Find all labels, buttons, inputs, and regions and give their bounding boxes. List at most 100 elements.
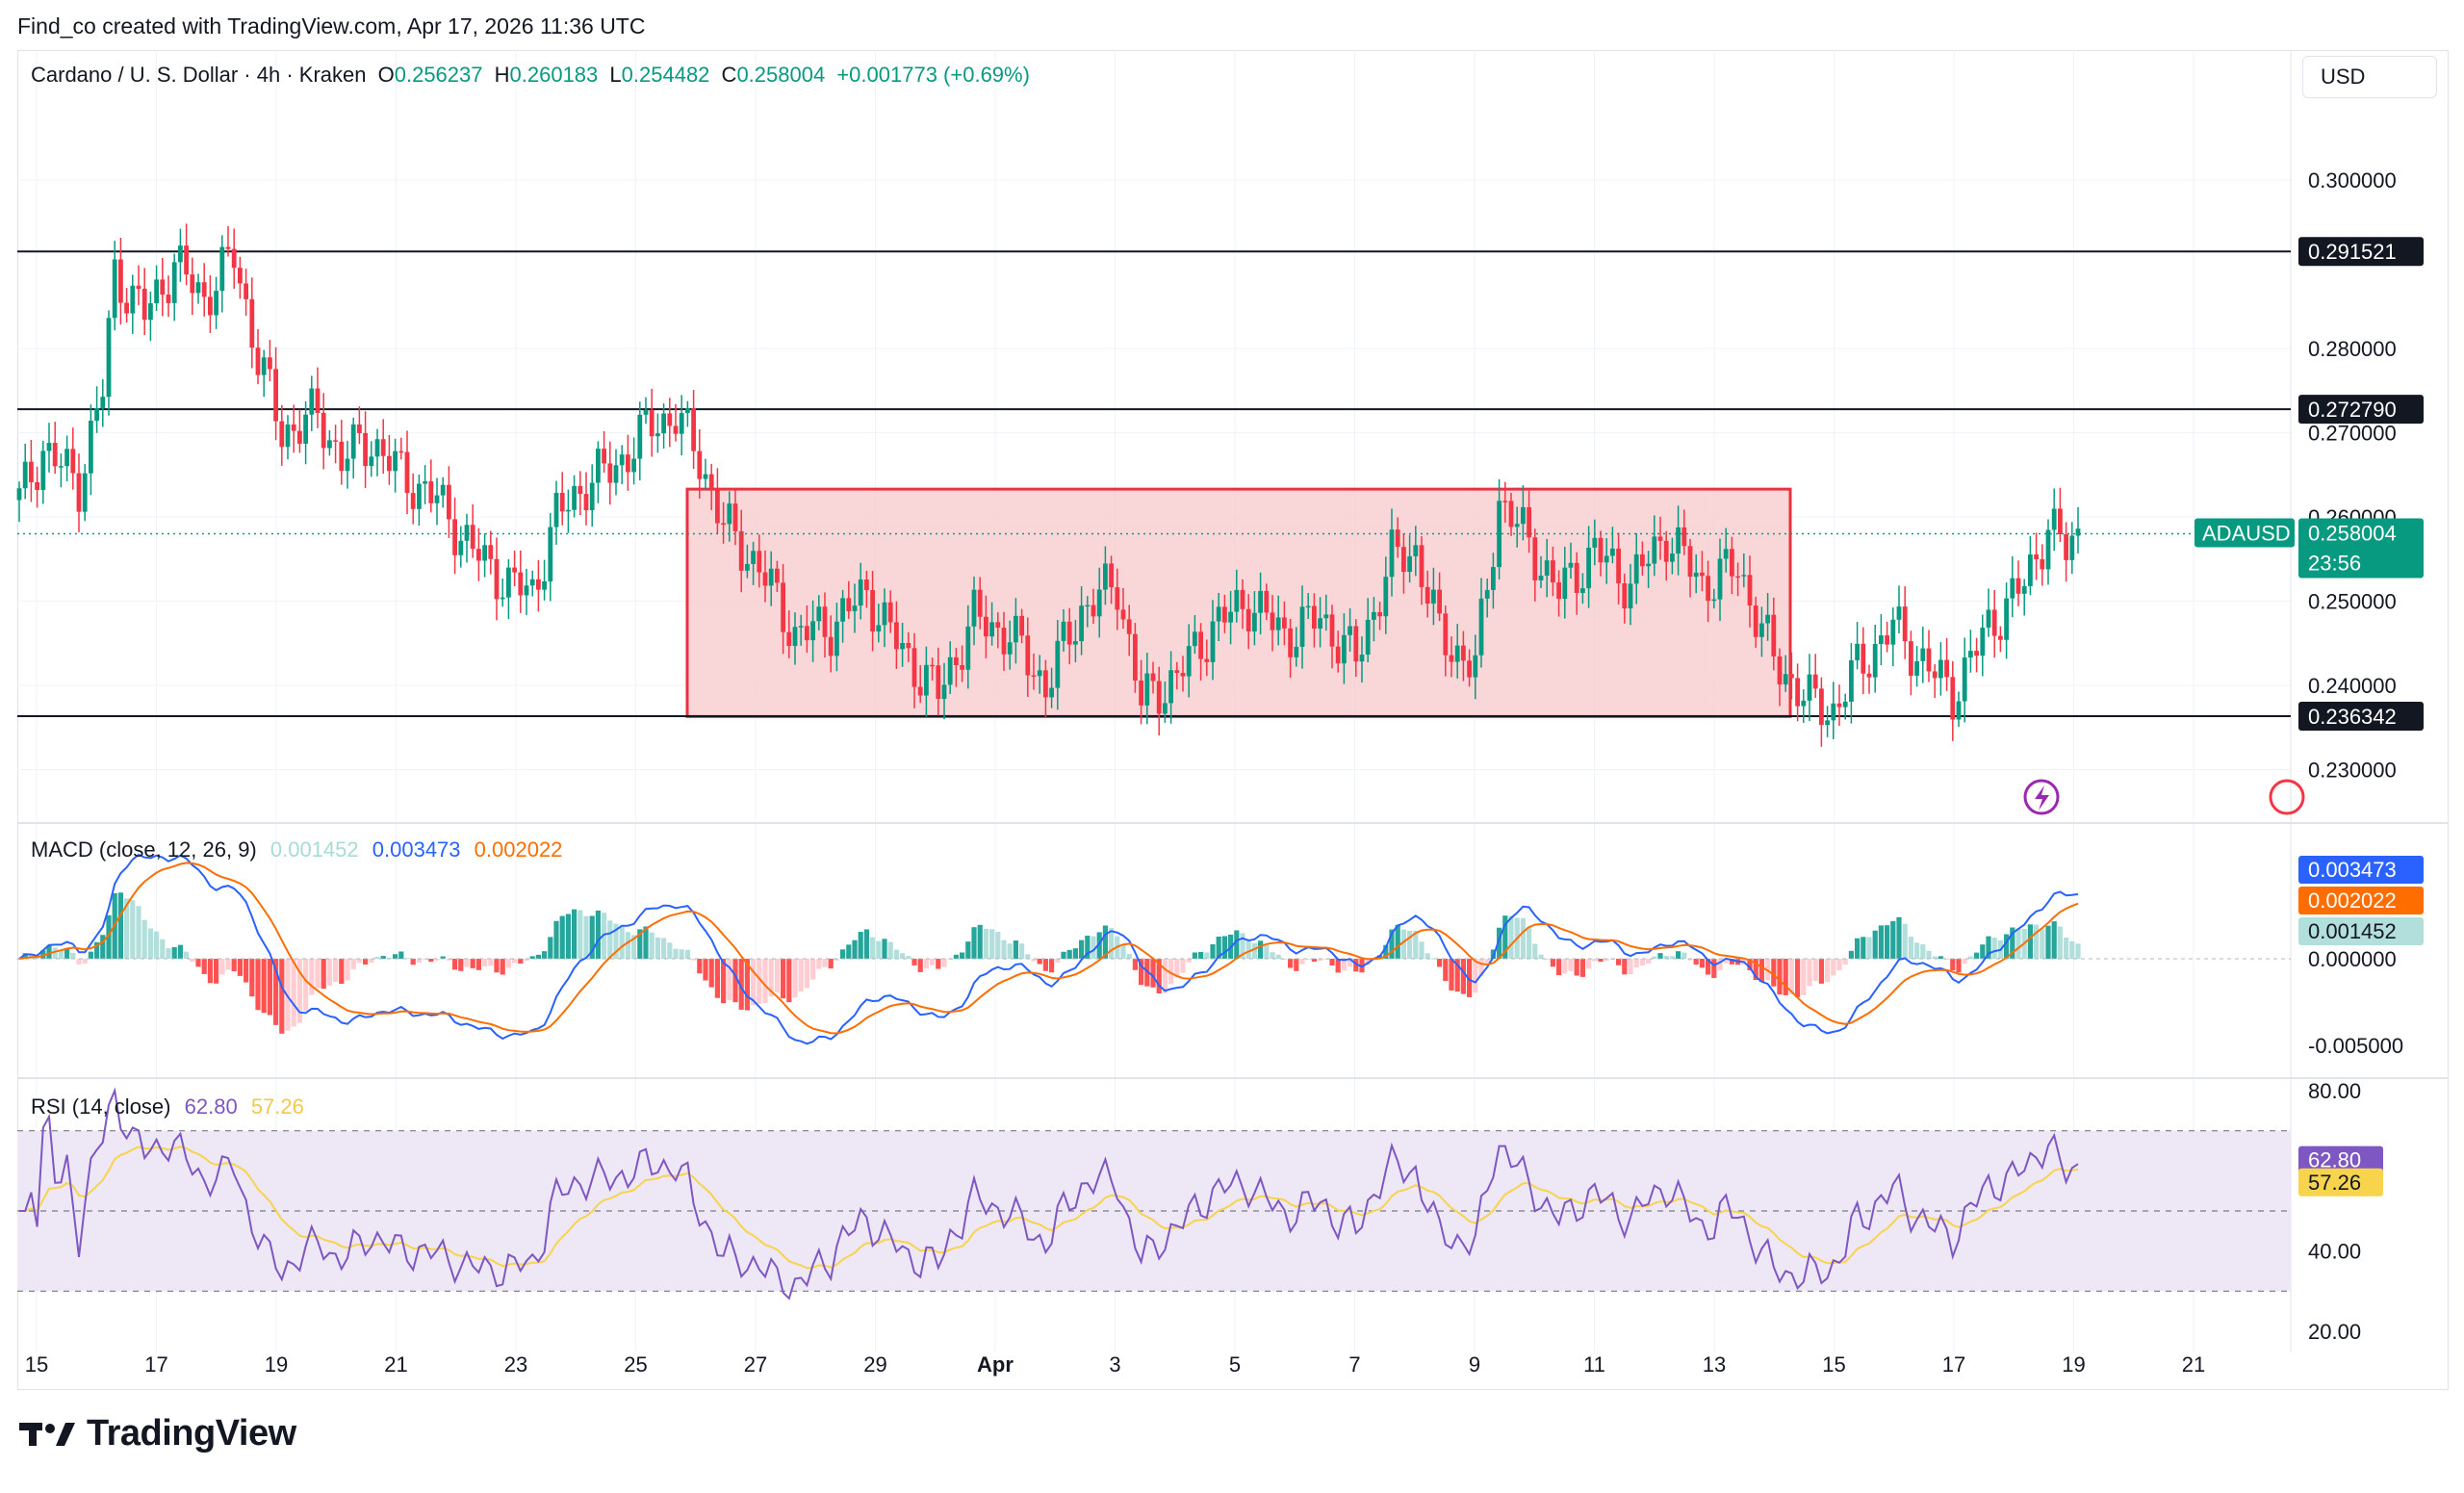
macd-histogram-bar <box>900 953 906 959</box>
macd-histogram-bar <box>1532 943 1538 959</box>
macd-histogram-bar <box>1383 944 1389 959</box>
candle-body <box>1968 651 1973 658</box>
candle-body <box>141 288 147 321</box>
candle-body <box>1144 673 1150 706</box>
macd-histogram-bar <box>1706 959 1711 975</box>
macd-histogram-bar <box>1443 959 1449 982</box>
candle-body <box>148 303 153 321</box>
macd-histogram-bar <box>2034 924 2040 959</box>
macd-histogram-bar <box>691 959 697 961</box>
candle-body <box>810 621 815 641</box>
candle-body <box>1652 536 1657 564</box>
macd-histogram-bar <box>1454 959 1460 992</box>
macd-histogram-bar <box>965 941 971 959</box>
candle-body <box>470 525 475 550</box>
candle-body <box>59 466 64 468</box>
level-price-tag <box>2298 702 2424 732</box>
macd-histogram-bar <box>470 959 475 968</box>
candle-body <box>1777 656 1783 685</box>
candle-body <box>1980 627 1986 656</box>
tradingview-logo-icon <box>19 1422 75 1446</box>
x-axis-tick-label: 3 <box>1109 1352 1120 1377</box>
macd-histogram-bar <box>296 959 302 1023</box>
candle-body <box>1401 547 1406 573</box>
macd-histogram-bar <box>1126 954 1132 959</box>
candle-body <box>124 302 129 314</box>
candle-body <box>715 488 720 524</box>
candle-body <box>917 686 923 696</box>
rsi-axis-tick-label: 40.00 <box>2308 1240 2361 1264</box>
macd-histogram-bar <box>1568 959 1574 971</box>
macd-histogram-bar <box>1556 959 1562 976</box>
macd-value-tag <box>2298 887 2424 914</box>
candle-body <box>488 545 494 559</box>
candle-body <box>1741 575 1747 577</box>
candle-body <box>1646 563 1651 567</box>
macd-histogram-bar <box>291 959 296 1027</box>
candle-body <box>1318 618 1322 630</box>
macd-histogram-bar <box>1729 959 1734 965</box>
candle-body <box>273 369 278 422</box>
candle-body <box>1096 589 1102 617</box>
macd-histogram-bar <box>1198 951 1204 959</box>
macd-histogram-bar <box>1061 951 1066 959</box>
macd-histogram-bar <box>88 951 93 959</box>
macd-histogram-bar <box>529 956 535 959</box>
candle-body <box>52 443 58 467</box>
candle-body <box>762 572 768 586</box>
macd-histogram-bar <box>1413 931 1419 959</box>
candle-body <box>1598 537 1604 563</box>
candle-body <box>1454 645 1460 662</box>
macd-histogram-bar <box>1348 959 1353 967</box>
candle-body <box>315 388 321 413</box>
symbol-label[interactable]: Cardano / U. S. Dollar · 4h · Kraken <box>31 63 367 87</box>
macd-histogram-bar <box>1288 959 1294 968</box>
level-price-tag-label: 0.291521 <box>2308 240 2397 264</box>
candle-body <box>29 461 34 482</box>
currency-button[interactable]: USD <box>2302 56 2437 98</box>
candle-body <box>1312 605 1317 630</box>
candle-body <box>1305 605 1311 608</box>
macd-histogram-bar <box>482 959 488 967</box>
candle-body <box>1007 642 1013 655</box>
candle-body <box>35 481 39 491</box>
candle-body <box>1294 646 1299 657</box>
level-price-tag-label: 0.236342 <box>2308 705 2397 729</box>
macd-histogram-bar <box>70 952 76 959</box>
macd-histogram-bar <box>410 959 416 965</box>
candle-body <box>1079 605 1084 642</box>
macd-histogram-bar <box>345 959 350 981</box>
macd-title[interactable]: MACD (close, 12, 26, 9) <box>31 837 257 862</box>
candle-body <box>94 407 99 422</box>
rsi-title[interactable]: RSI (14, close) <box>31 1094 171 1119</box>
candle-body <box>291 424 296 431</box>
candle-body <box>1855 643 1860 660</box>
candle-body <box>971 589 977 627</box>
candle-body <box>1049 687 1054 698</box>
candle-body <box>76 473 82 512</box>
candle-body <box>643 409 649 415</box>
candle-body <box>268 357 272 370</box>
open-value: 0.256237 <box>394 63 483 87</box>
candle-body <box>118 259 123 303</box>
macd-histogram-bar <box>1150 959 1156 988</box>
tradingview-logo[interactable]: TradingView <box>19 1413 296 1454</box>
candle-body <box>989 622 994 637</box>
candle-body <box>238 268 243 284</box>
rsi-value-tag <box>2298 1168 2383 1197</box>
tradingview-wordmark: TradingView <box>87 1413 296 1454</box>
macd-histogram-bar <box>1831 959 1836 976</box>
candle-body <box>840 598 845 622</box>
candle-body <box>1288 628 1293 657</box>
candle-body <box>1657 536 1663 541</box>
macd-histogram-bar <box>505 959 511 968</box>
rsi-legend: RSI (14, close) 62.80 57.26 <box>31 1094 304 1120</box>
macd-histogram-bar <box>267 959 272 1016</box>
candle-body <box>1216 606 1221 622</box>
price-axis-tick-label: 0.230000 <box>2308 759 2397 783</box>
macd-histogram-bar <box>64 947 70 959</box>
candle-body <box>553 492 559 528</box>
candle-body <box>1133 633 1138 682</box>
macd-histogram-bar <box>1430 958 1436 960</box>
